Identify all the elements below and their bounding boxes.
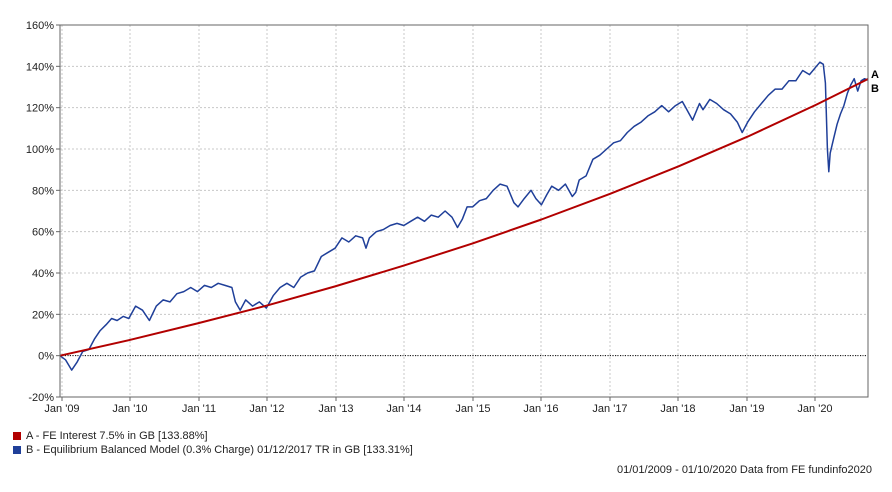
- legend-label-b: B - Equilibrium Balanced Model (0.3% Cha…: [26, 444, 413, 456]
- legend: A - FE Interest 7.5% in GB [133.88%] B -…: [13, 429, 413, 457]
- x-axis-tick-labels: Jan '09 Jan '10 Jan '11 Jan '12 Jan '13 Jan '…: [44, 403, 832, 415]
- x-tick-label: Jan '18: [660, 403, 695, 415]
- y-tick-label: -20%: [28, 392, 54, 404]
- line-chart: -20% 0% 20% 40% 60% 80% 100% 120% 140% 160% Jan '…: [26, 20, 879, 415]
- grid-lines: [60, 24, 868, 398]
- y-tick-label: 120%: [26, 103, 54, 115]
- series-line-a: [59, 78, 869, 357]
- legend-swatch-a: [13, 432, 21, 440]
- footer-source: 01/01/2009 - 01/10/2020 Data from FE fun…: [616, 464, 872, 476]
- x-tick-label: Jan '14: [386, 403, 421, 415]
- end-label-a: A: [871, 69, 879, 81]
- x-tick-label: Jan '13: [318, 403, 353, 415]
- series-end-labels: AB: [871, 69, 879, 95]
- legend-item-b: B - Equilibrium Balanced Model (0.3% Cha…: [13, 443, 413, 457]
- x-tick-label: Jan '19: [729, 403, 764, 415]
- y-tick-label: 80%: [32, 185, 54, 197]
- end-label-b: B: [871, 83, 879, 95]
- x-tick-label: Jan '20: [797, 403, 832, 415]
- x-tick-label: Jan '15: [455, 403, 490, 415]
- x-tick-label: Jan '17: [592, 403, 627, 415]
- y-tick-label: 40%: [32, 268, 54, 280]
- legend-label-a: A - FE Interest 7.5% in GB [133.88%]: [26, 430, 208, 442]
- y-tick-label: 0%: [38, 351, 54, 363]
- y-tick-label: 160%: [26, 20, 54, 32]
- y-axis-tick-labels: -20% 0% 20% 40% 60% 80% 100% 120% 140% 160%: [26, 20, 54, 404]
- axes: [56, 24, 869, 401]
- x-tick-label: Jan '10: [112, 403, 147, 415]
- x-tick-label: Jan '11: [182, 403, 216, 415]
- y-tick-label: 60%: [32, 227, 54, 239]
- legend-item-a: A - FE Interest 7.5% in GB [133.88%]: [13, 429, 413, 443]
- x-tick-label: Jan '16: [523, 403, 558, 415]
- y-tick-label: 20%: [32, 309, 54, 321]
- x-tick-label: Jan '09: [44, 403, 79, 415]
- plot-frame: [59, 24, 869, 398]
- series-lines: [59, 61, 869, 371]
- legend-swatch-b: [13, 446, 21, 454]
- y-tick-label: 140%: [26, 61, 54, 73]
- x-tick-label: Jan '12: [249, 403, 284, 415]
- y-tick-label: 100%: [26, 144, 54, 156]
- series-line-b: [59, 61, 869, 371]
